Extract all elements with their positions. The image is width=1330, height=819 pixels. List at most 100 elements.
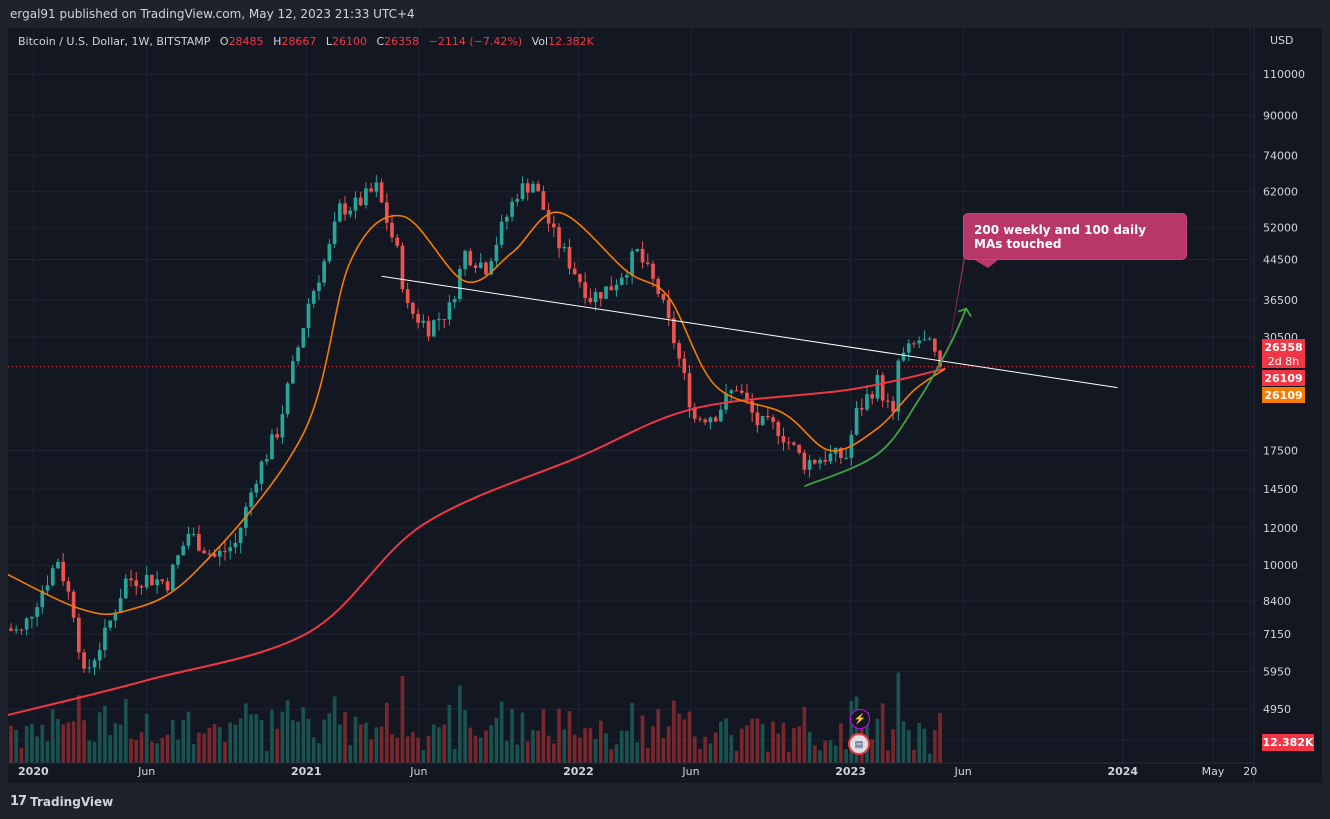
legend-change: −2114 (−7.42%) — [428, 35, 523, 48]
tradingview-logo[interactable]: 17 TradingView — [10, 794, 113, 809]
time-tick-label: 2022 — [563, 765, 594, 778]
legend-low: 26100 — [331, 35, 367, 48]
candle-body — [97, 649, 102, 661]
chart-svg[interactable]: USD1100009000074000620005200044500365003… — [8, 28, 1322, 783]
candle-body — [400, 245, 405, 290]
candle-body — [870, 394, 875, 399]
price-tick-label: 52000 — [1263, 222, 1298, 235]
volume-bar — [390, 734, 394, 763]
volume-bar — [9, 725, 13, 763]
volume-bar — [484, 730, 488, 763]
candle-body — [551, 223, 556, 228]
volume-bar — [50, 709, 55, 763]
ma-red-tag: 26109 — [1262, 370, 1305, 386]
candle-body — [129, 578, 133, 581]
volume-bar — [687, 711, 692, 763]
volume-bar — [160, 737, 165, 763]
candle-body — [687, 373, 692, 408]
trendline — [381, 275, 1118, 389]
candle-body — [645, 262, 650, 264]
volume-bar — [348, 745, 353, 763]
candle-body — [165, 581, 170, 591]
candle-body — [505, 216, 509, 222]
candle-body — [249, 492, 253, 507]
price-tick-label: 5950 — [1263, 666, 1291, 679]
candle-body — [682, 358, 687, 374]
volume-bar — [875, 718, 880, 763]
candle-body — [254, 483, 259, 493]
volume-bar — [546, 735, 551, 763]
volume-bar — [708, 743, 713, 763]
volume-bar — [108, 735, 112, 763]
candle-body — [578, 274, 582, 283]
candle-body — [812, 460, 817, 464]
volume-bar — [619, 730, 624, 763]
volume-bar — [557, 708, 561, 763]
candle-body — [228, 547, 233, 552]
candle-body — [264, 459, 269, 462]
candle-body — [353, 197, 358, 211]
candle-body — [437, 319, 441, 321]
volume-bar — [56, 719, 60, 763]
volume-bar — [755, 718, 760, 763]
volume-bar — [40, 724, 45, 763]
volume-bar — [431, 724, 436, 763]
volume-bar — [421, 749, 426, 763]
volume-bar — [896, 672, 901, 763]
candle-body — [442, 319, 447, 321]
candle-body — [139, 585, 144, 588]
chart-area[interactable]: USD 110000 90000 74000 62000 52000 44500 36500 3… — [8, 28, 1322, 783]
countdown-tag: 2d 8h — [1262, 353, 1305, 368]
volume-bar — [927, 753, 932, 763]
volume-bar — [332, 696, 337, 763]
volume-bar — [296, 721, 300, 763]
volume-bar — [259, 720, 264, 763]
candle-body — [661, 293, 666, 300]
volume-bar — [77, 695, 81, 763]
volume-bar — [912, 749, 916, 763]
volume-bar — [891, 729, 895, 763]
candle-body — [478, 262, 483, 268]
volume-bar — [244, 703, 248, 763]
volume-bar — [437, 727, 441, 763]
time-tick-label: Jun — [137, 765, 155, 778]
price-tick-label: 17500 — [1263, 445, 1298, 458]
candle-body — [792, 442, 796, 445]
volume-bar — [358, 724, 363, 763]
candle-body — [384, 202, 389, 223]
candle-body — [71, 591, 76, 618]
candle-body — [818, 459, 822, 464]
candle-body — [745, 392, 749, 401]
volume-bar — [92, 741, 97, 763]
volume-bar — [317, 743, 321, 763]
candle-body — [285, 383, 290, 415]
volume-bar — [61, 724, 66, 763]
volume-bar — [118, 724, 123, 763]
candle-body — [118, 598, 123, 614]
volume-bar — [14, 729, 19, 763]
candle-body — [238, 527, 243, 543]
candle-body — [160, 579, 165, 582]
volume-bar — [155, 743, 159, 763]
volume-bar — [505, 741, 509, 763]
volume-bar — [499, 701, 504, 763]
volume-bar — [82, 720, 86, 763]
candle-body — [447, 302, 452, 320]
volume-bar — [228, 722, 233, 763]
candle-body — [640, 248, 645, 263]
us-flag-icon[interactable]: ▤ — [848, 733, 870, 755]
volume-bar — [364, 722, 368, 763]
candle-body — [270, 434, 274, 460]
annotation-callout[interactable]: 200 weekly and 100 daily MAs touched — [963, 213, 1187, 260]
volume-bar — [202, 733, 206, 763]
volume-bar — [797, 726, 801, 763]
lightning-icon[interactable]: ⚡ — [850, 709, 870, 729]
candle-body — [755, 412, 760, 426]
candle-body — [771, 417, 775, 422]
candle-body — [458, 268, 462, 300]
volume-bar — [468, 727, 473, 763]
candle-body — [724, 393, 728, 410]
ma-orange-line — [8, 211, 946, 616]
candle-body — [170, 564, 175, 591]
legend-close: 26358 — [384, 35, 420, 48]
